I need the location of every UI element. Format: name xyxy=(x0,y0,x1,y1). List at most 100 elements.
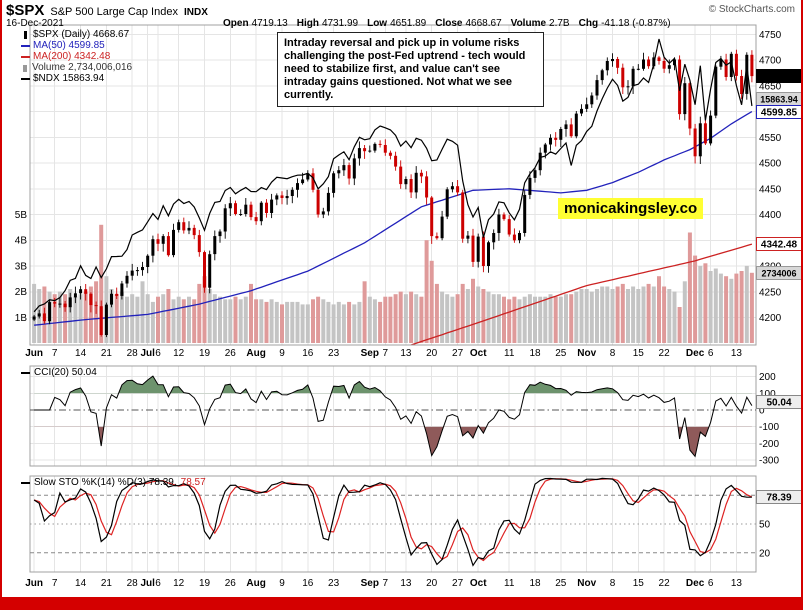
svg-text:6: 6 xyxy=(708,578,714,589)
svg-text:-200: -200 xyxy=(759,439,779,450)
svg-text:4250: 4250 xyxy=(759,287,782,298)
svg-text:3B: 3B xyxy=(15,261,28,272)
main-chart-legend: $SPX (Daily) 4668.67 MA(50) 4599.85 MA(2… xyxy=(21,30,132,85)
cci-axis-labels: 200 100 0 -100 -200 -300 xyxy=(759,372,779,466)
svg-text:5B: 5B xyxy=(15,210,28,221)
legend-ndx-label: $NDX 15863.94 xyxy=(33,73,105,84)
quote-volume-label: Volume xyxy=(510,18,547,29)
svg-text:Sep: Sep xyxy=(361,348,379,359)
legend-ma50: MA(50) 4599.85 xyxy=(21,41,132,51)
svg-text:11: 11 xyxy=(504,578,515,589)
cci-legend-label: CCI(20) 50.04 xyxy=(34,367,97,378)
legend-volume-label: Volume 2,734,006,016 xyxy=(32,62,133,73)
svg-text:200: 200 xyxy=(759,372,776,383)
svg-text:4500: 4500 xyxy=(759,159,782,170)
svg-text:4700: 4700 xyxy=(759,56,782,67)
sto-k-line xyxy=(33,477,752,567)
svg-text:Aug: Aug xyxy=(246,578,265,589)
svg-text:20: 20 xyxy=(759,548,771,559)
svg-text:9: 9 xyxy=(279,348,285,359)
quote-low-label: Low xyxy=(367,18,388,29)
legend-spx-label: $SPX (Daily) 4668.67 xyxy=(33,29,130,40)
svg-text:18: 18 xyxy=(529,348,541,359)
svg-text:20: 20 xyxy=(426,578,438,589)
quote-high-value: 4731.99 xyxy=(321,18,359,29)
svg-text:78.39: 78.39 xyxy=(766,493,791,504)
index-name-label: S&P 500 Large Cap Index xyxy=(50,6,178,18)
svg-text:14: 14 xyxy=(75,348,87,359)
svg-text:4342.48: 4342.48 xyxy=(761,240,798,251)
svg-text:19: 19 xyxy=(199,578,211,589)
svg-text:Nov: Nov xyxy=(577,578,596,589)
svg-text:Dec: Dec xyxy=(686,348,705,359)
svg-text:25: 25 xyxy=(555,348,567,359)
svg-text:27: 27 xyxy=(452,348,464,359)
red-frame-bottom xyxy=(0,597,803,610)
date-axis-labels: JunJun77141421212828JulJul66121219192626… xyxy=(25,348,742,589)
svg-text:23: 23 xyxy=(328,578,340,589)
svg-text:22: 22 xyxy=(659,348,671,359)
sto-d-value-label: 78.57 xyxy=(180,477,206,488)
symbol-label: $SPX xyxy=(6,2,45,19)
svg-text:4550: 4550 xyxy=(759,133,782,144)
sto-d-line xyxy=(33,478,753,562)
svg-text:1B: 1B xyxy=(15,313,28,324)
svg-text:Jul: Jul xyxy=(140,348,155,359)
svg-text:7: 7 xyxy=(383,348,389,359)
legend-volume: Volume 2,734,006,016 xyxy=(21,63,132,73)
svg-text:16: 16 xyxy=(302,578,314,589)
quote-change: Chg -41.18 (-0.87%) xyxy=(579,18,671,29)
quote-open: Open 4719.13 xyxy=(223,18,288,29)
svg-text:7: 7 xyxy=(52,348,58,359)
quote-high-label: High xyxy=(296,18,319,29)
svg-text:18: 18 xyxy=(529,578,541,589)
sto-legend: Slow STO %K(14) %D(3) 78.39, 78.57 xyxy=(21,478,206,488)
ma50-line xyxy=(34,111,753,326)
quote-open-label: Open xyxy=(223,18,249,29)
legend-spx: $SPX (Daily) 4668.67 xyxy=(21,30,132,40)
svg-text:4750: 4750 xyxy=(759,30,782,41)
svg-text:28: 28 xyxy=(127,348,139,359)
svg-text:13: 13 xyxy=(400,578,412,589)
panel-border xyxy=(29,24,757,346)
cci-legend: CCI(20) 50.04 xyxy=(21,368,97,378)
svg-text:4200: 4200 xyxy=(759,313,782,324)
svg-text:0: 0 xyxy=(759,406,765,417)
red-frame-right xyxy=(801,0,803,610)
quote-change-label: Chg xyxy=(578,18,599,29)
svg-text:4400: 4400 xyxy=(759,210,782,221)
candlestick-icon xyxy=(24,31,27,39)
svg-text:6: 6 xyxy=(155,578,161,589)
svg-text:7: 7 xyxy=(383,578,389,589)
svg-text:7: 7 xyxy=(52,578,58,589)
svg-text:Aug: Aug xyxy=(246,348,265,359)
svg-text:15: 15 xyxy=(633,348,645,359)
svg-text:Oct: Oct xyxy=(470,578,487,589)
svg-text:20: 20 xyxy=(426,348,438,359)
svg-text:28: 28 xyxy=(127,578,139,589)
quote-close: Close 4668.67 xyxy=(435,18,501,29)
quote-open-value: 4719.13 xyxy=(251,18,288,29)
svg-text:6: 6 xyxy=(708,348,714,359)
svg-text:27: 27 xyxy=(452,578,464,589)
svg-text:19: 19 xyxy=(199,348,211,359)
svg-text:8: 8 xyxy=(610,348,616,359)
panel-border xyxy=(29,365,757,467)
legend-ma50-label: MA(50) 4599.85 xyxy=(33,40,105,51)
svg-text:Sep: Sep xyxy=(361,578,379,589)
svg-text:15: 15 xyxy=(633,578,645,589)
ma200-line-icon xyxy=(21,56,30,58)
annotation-box: Intraday reversal and pick up in volume … xyxy=(277,32,544,107)
svg-text:21: 21 xyxy=(101,348,113,359)
exchange-label: INDX xyxy=(183,7,208,18)
volume-bar-icon xyxy=(23,64,27,72)
svg-text:2B: 2B xyxy=(15,287,28,298)
quote-close-label: Close xyxy=(435,18,463,29)
svg-text:50.04: 50.04 xyxy=(766,398,791,409)
ndx-line xyxy=(33,38,753,313)
svg-text:12: 12 xyxy=(173,578,185,589)
quote-low: Low 4651.89 xyxy=(367,18,426,29)
cci-line-icon xyxy=(21,372,30,374)
